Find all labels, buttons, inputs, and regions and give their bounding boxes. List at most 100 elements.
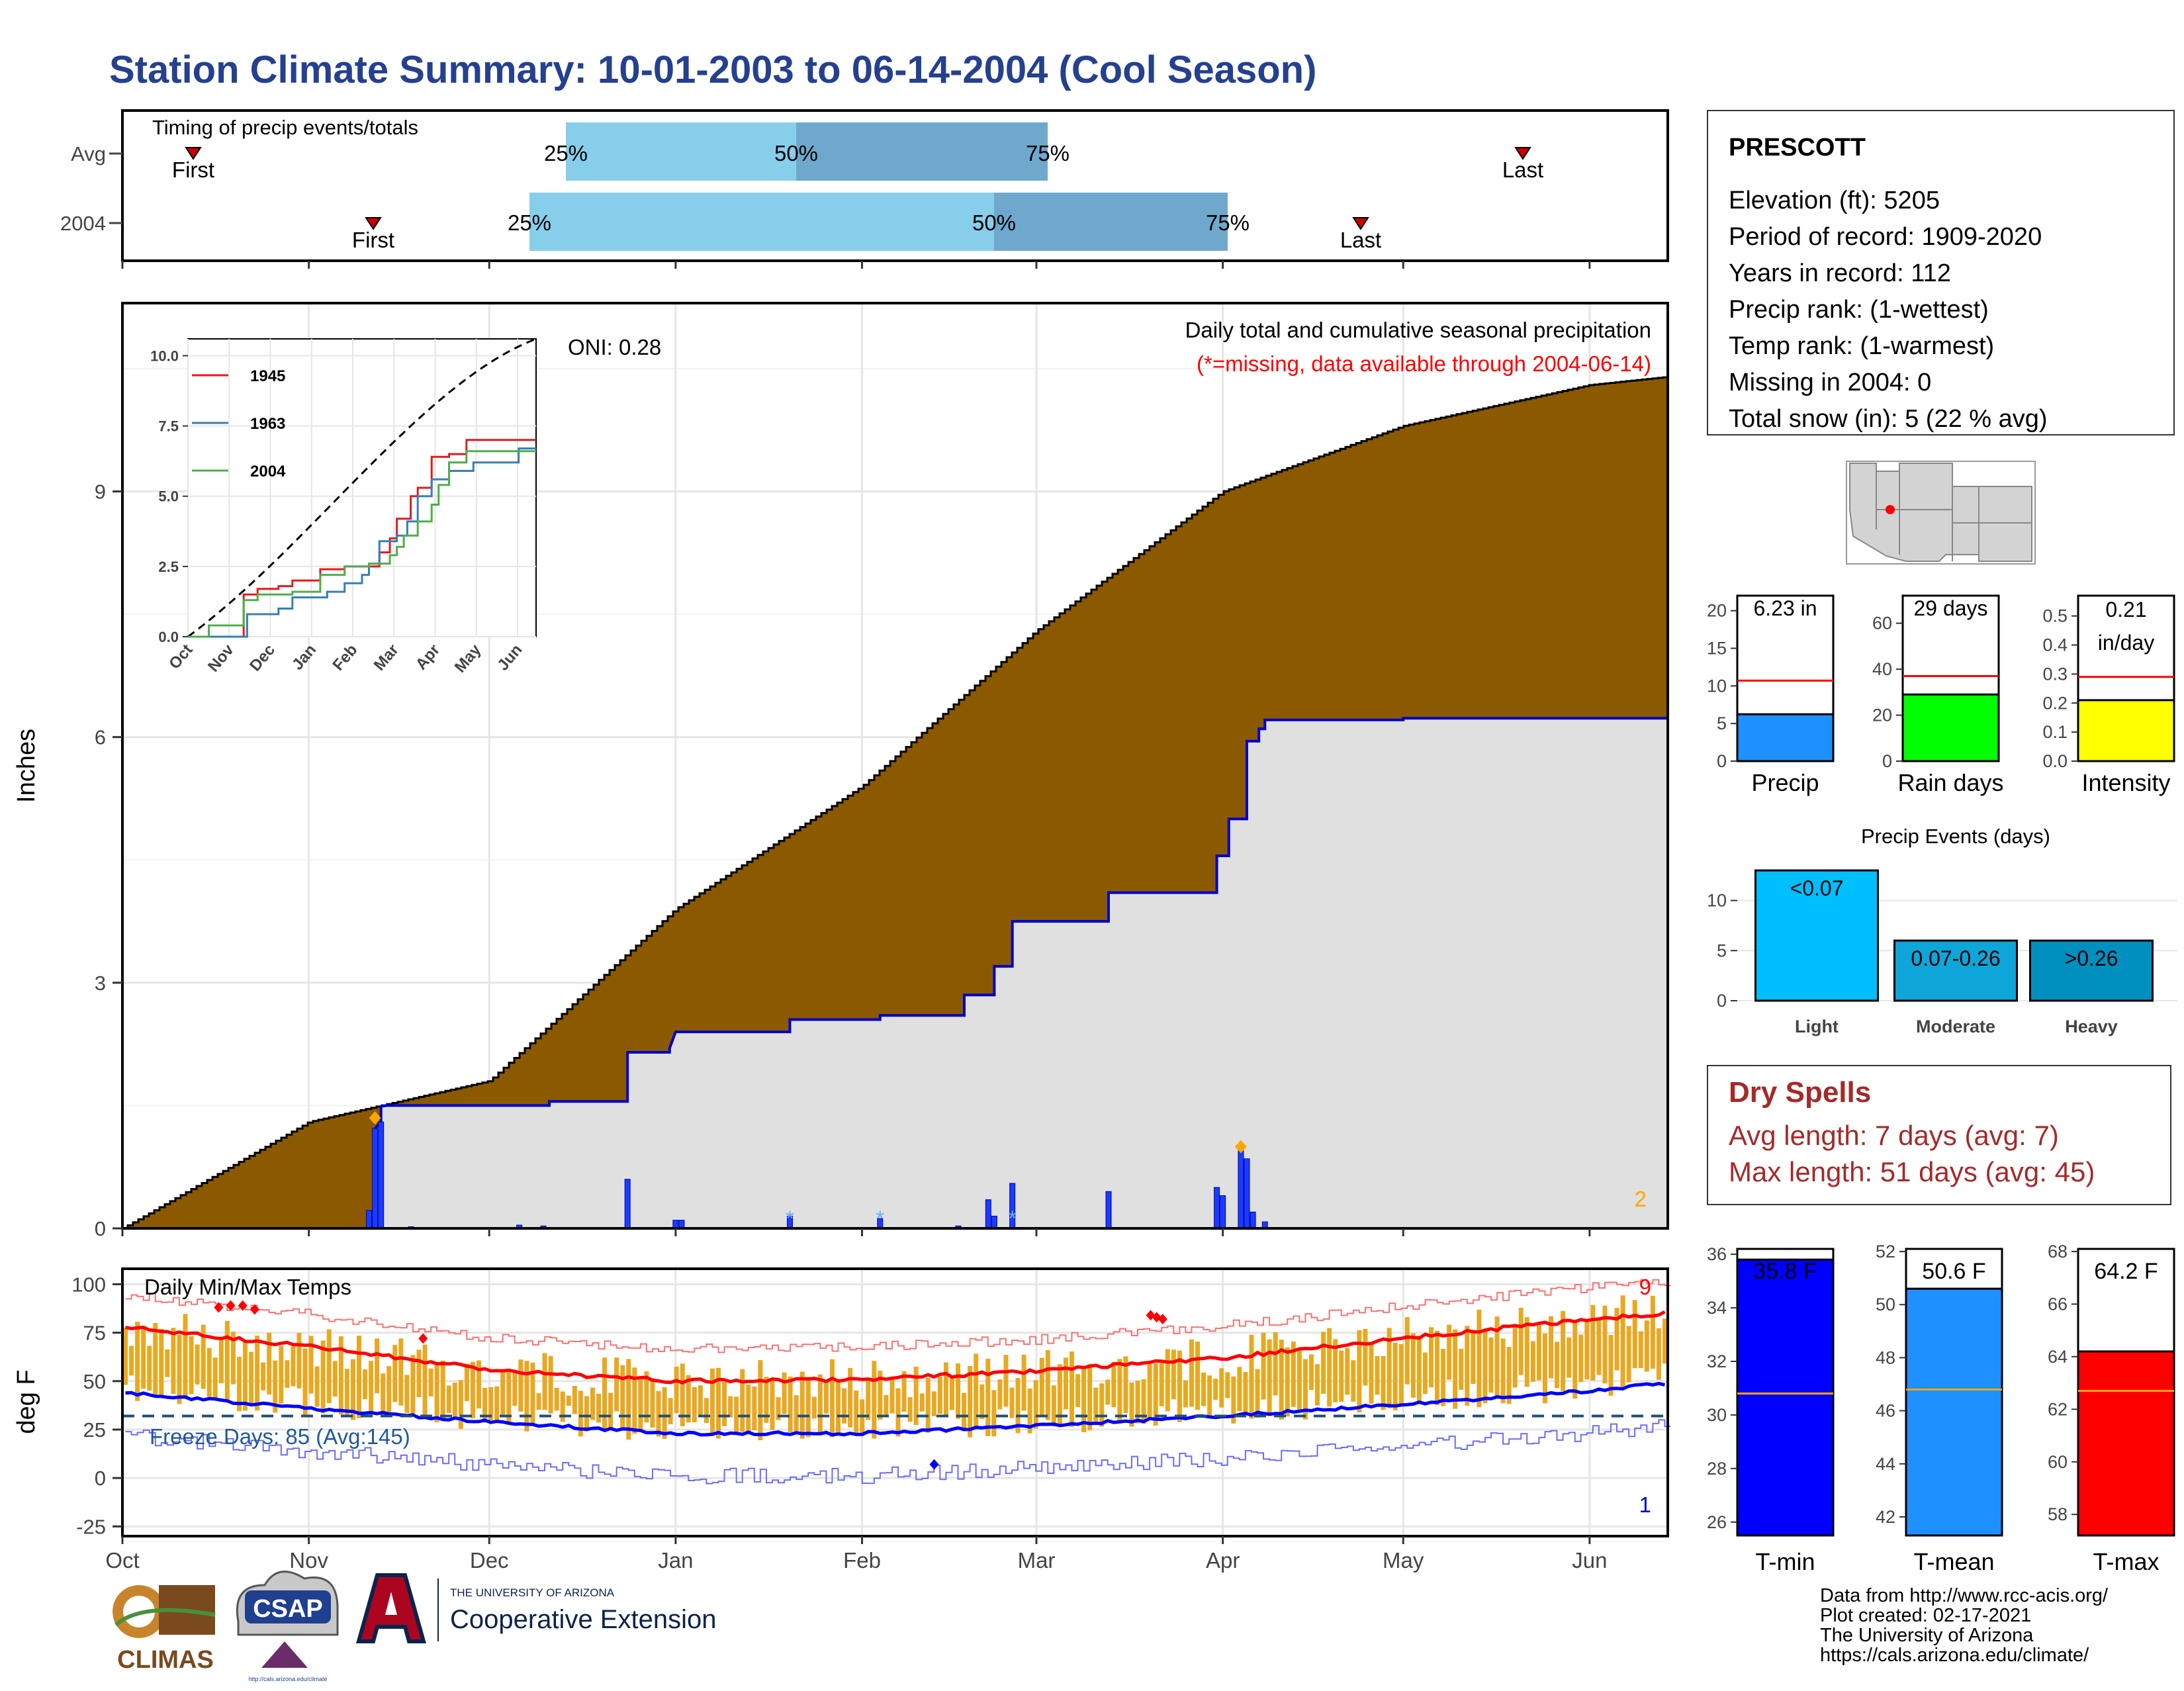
mini-bar-tick-label: 0.3 bbox=[2042, 664, 2068, 684]
temp-summary-tick-label: 36 bbox=[1707, 1244, 1727, 1264]
timing-avg-q25: 25% bbox=[544, 141, 588, 165]
mini-bar-tick-label: 20 bbox=[1707, 601, 1727, 621]
event-category-label: Heavy bbox=[2065, 1017, 2118, 1036]
event-bar-label: <0.07 bbox=[1790, 876, 1844, 900]
temp-range-bar bbox=[956, 1363, 961, 1419]
temp-range-bar bbox=[506, 1372, 512, 1425]
temp-range-bar bbox=[1183, 1380, 1188, 1408]
temp-range-bar bbox=[1632, 1300, 1637, 1369]
station-name: PRESCOTT bbox=[1729, 134, 1866, 161]
temp-range-bar bbox=[1662, 1318, 1667, 1364]
temp-range-bar bbox=[1291, 1341, 1296, 1407]
temp-range-bar bbox=[1231, 1376, 1236, 1424]
mini-bar-value-label: 0.21 bbox=[2105, 598, 2146, 621]
event-bar-label: >0.26 bbox=[2065, 946, 2118, 970]
temp-range-bar bbox=[1177, 1350, 1182, 1422]
temp-range-bar bbox=[1650, 1295, 1655, 1369]
temp-range-bar bbox=[1333, 1339, 1338, 1402]
temp-range-bar bbox=[1129, 1382, 1134, 1427]
temp-range-bar bbox=[404, 1375, 410, 1413]
temp-range-bar bbox=[842, 1388, 847, 1424]
temp-range-bar bbox=[650, 1381, 655, 1428]
temp-range-bar bbox=[218, 1339, 224, 1383]
inset-average-line bbox=[187, 338, 537, 638]
timing-2004-q50: 50% bbox=[972, 210, 1016, 235]
footer: CLIMAS CSAP http://cals.arizona.edu/clim… bbox=[113, 1571, 2109, 1682]
temp-range-bar bbox=[1321, 1332, 1326, 1394]
temp-range-bar bbox=[656, 1391, 661, 1437]
temp-summary-tick-label: 46 bbox=[1876, 1401, 1895, 1421]
missing-star-marker: * bbox=[876, 1207, 884, 1230]
temp-range-bar bbox=[302, 1348, 308, 1415]
temp-range-bar bbox=[1027, 1389, 1032, 1434]
temp-summary-tick-label: 58 bbox=[2048, 1504, 2068, 1524]
temp-summary-tick-label: 68 bbox=[2048, 1242, 2068, 1261]
temp-range-bar bbox=[530, 1362, 535, 1424]
mini-bar-tick-label: 20 bbox=[1872, 706, 1892, 725]
temp-range-bar bbox=[560, 1391, 565, 1422]
temp-range-bar bbox=[1327, 1328, 1332, 1407]
temp-panel: -25 0 25 50 75 100 Oct Nov Dec Jan Feb Mar Apr May Ju… bbox=[13, 1267, 1671, 1573]
temp-range-bar bbox=[1518, 1307, 1524, 1375]
temp-summary-tick-label: 60 bbox=[2048, 1452, 2068, 1472]
temp-range-bar bbox=[1404, 1317, 1410, 1385]
temp-range-bar bbox=[907, 1397, 913, 1422]
temp-range-bar bbox=[308, 1336, 314, 1394]
temp-range-bar bbox=[752, 1386, 757, 1430]
event-bar bbox=[1754, 869, 1879, 1002]
temp-summary-label: T-mean bbox=[1913, 1548, 1994, 1575]
timing-panel: Timing of precip events/totals Avg 2004 … bbox=[60, 109, 1669, 269]
temp-range-bar bbox=[1171, 1349, 1176, 1400]
month-tick-label: Apr bbox=[1206, 1548, 1240, 1573]
temp-range-bar bbox=[770, 1379, 775, 1430]
temp-range-bar bbox=[1422, 1352, 1428, 1394]
temp-summary-bars: 26 28 30 32 34 36 35.8 F T-min 42 44 46 48 50 52 50.6 … bbox=[1707, 1242, 2175, 1575]
temp-range-bar bbox=[147, 1346, 152, 1391]
temp-range-bar bbox=[578, 1391, 583, 1437]
temp-range-bar bbox=[1381, 1355, 1386, 1410]
temp-range-bar bbox=[746, 1385, 751, 1435]
event-category-label: Light bbox=[1795, 1017, 1839, 1036]
mini-bar-label: Intensity bbox=[2081, 769, 2170, 796]
temp-summary-tick-label: 44 bbox=[1876, 1454, 1895, 1474]
precip-events-chart: Precip Events (days) 0 5 10 <0.07 Light 0.07… bbox=[1707, 825, 2177, 1036]
mini-bar-tick-label: 0.5 bbox=[2042, 606, 2068, 626]
temp-range-bar bbox=[446, 1385, 451, 1413]
record-precip-marker bbox=[1234, 1140, 1247, 1154]
temp-range-bar bbox=[722, 1381, 727, 1426]
temp-range-bar bbox=[500, 1372, 506, 1416]
temp-range-bar bbox=[1465, 1326, 1470, 1406]
temp-range-bar bbox=[398, 1338, 404, 1406]
daily-precip-bar bbox=[372, 1128, 379, 1229]
temp-range-bar bbox=[823, 1381, 829, 1414]
temp-range-bar bbox=[1285, 1347, 1290, 1417]
temp-range-bar bbox=[919, 1393, 925, 1412]
temp-range-bar bbox=[482, 1387, 488, 1423]
month-tick-label: Mar bbox=[1018, 1548, 1056, 1573]
mini-bar-value bbox=[1736, 713, 1835, 762]
temp-range-bar bbox=[1057, 1364, 1062, 1427]
temp-summary-tick-label: 50 bbox=[1876, 1295, 1895, 1314]
temp-range-bar bbox=[129, 1346, 134, 1376]
station-line: Temp rank: (1-warmest) bbox=[1729, 332, 1994, 360]
temp-y-tick-label: 50 bbox=[83, 1370, 106, 1393]
mini-bar-tick-label: 5 bbox=[1717, 713, 1727, 733]
temp-range-bar bbox=[381, 1373, 386, 1417]
temp-range-bar bbox=[291, 1346, 296, 1387]
temp-range-bar bbox=[596, 1393, 602, 1423]
temp-range-bar bbox=[1087, 1363, 1093, 1430]
temp-range-bar bbox=[195, 1344, 200, 1385]
inset-y-tick-label: 0.0 bbox=[158, 629, 179, 645]
inset-legend-label: 2004 bbox=[250, 463, 286, 480]
temp-range-bar bbox=[1213, 1379, 1218, 1400]
temp-range-bar bbox=[267, 1332, 272, 1394]
temp-range-bar bbox=[1237, 1367, 1242, 1412]
temp-y-tick-label: -25 bbox=[76, 1515, 106, 1538]
temp-range-bar bbox=[1075, 1374, 1081, 1408]
temp-range-bar bbox=[937, 1377, 942, 1414]
temp-range-bar bbox=[512, 1373, 518, 1406]
temp-range-bar bbox=[212, 1357, 218, 1399]
temp-range-bar bbox=[1302, 1359, 1308, 1420]
temp-range-bar bbox=[1009, 1387, 1015, 1418]
temp-range-bar bbox=[1435, 1330, 1440, 1406]
